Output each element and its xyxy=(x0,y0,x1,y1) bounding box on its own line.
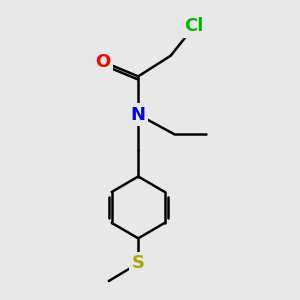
Text: O: O xyxy=(95,53,110,71)
Text: Cl: Cl xyxy=(184,17,204,35)
Text: S: S xyxy=(132,254,145,272)
Text: N: N xyxy=(131,106,146,124)
